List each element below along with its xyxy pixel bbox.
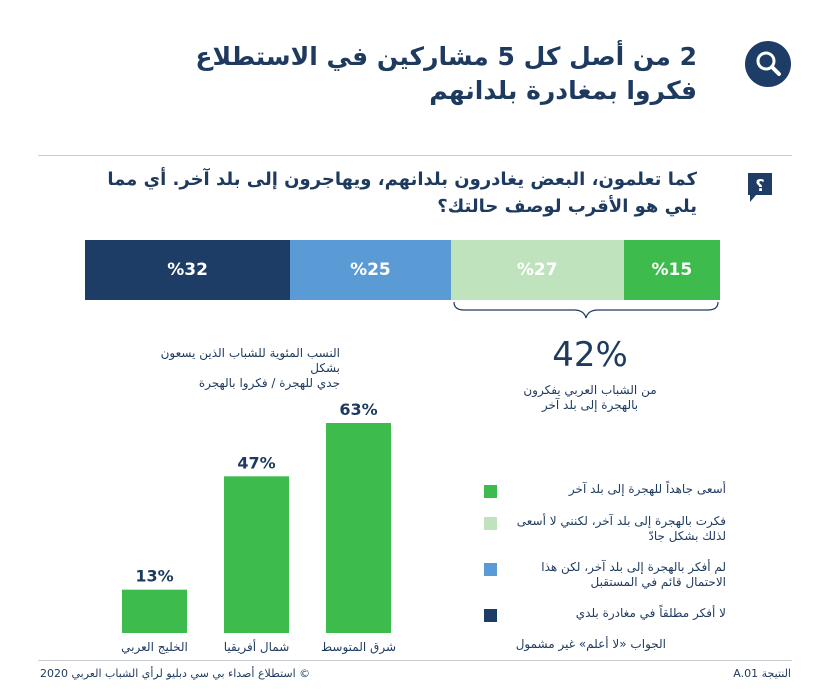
legend-label: أسعى جاهداً للهجرة إلى بلد آخر [568,482,726,496]
footer-result-id: النتيجة A.01 [733,667,791,680]
legend-swatch [484,563,497,576]
page-title-line1: 2 من أصل كل 5 مشاركين في الاستطلاع [195,42,697,71]
region-category-label-0: الخليج العربي [121,640,188,655]
stack-segment-25: %25 [290,240,451,300]
stack-segment-15: %15 [623,240,720,300]
legend-label: لم أفكر بالهجرة إلى بلد آخر، لكن هذا الا… [541,560,726,589]
stack-segment-27: %27 [450,240,624,300]
stacked-bar-chart: %32 %25 %27 %15 [85,240,720,300]
header-divider [38,155,792,156]
footer-source: © استطلاع أصداء بي سي دبليو لرأي الشباب … [40,667,311,680]
legend-swatch [484,609,497,622]
legend-item: لم أفكر بالهجرة إلى بلد آخر، لكن هذا الا… [470,556,726,590]
region-category-label-1: شمال أفريقيا [224,639,290,655]
bracket-note-line2: بالهجرة إلى بلد آخر [541,398,639,412]
legend-item: فكرت بالهجرة إلى بلد آخر، لكنني لا أسعى … [470,510,726,544]
page-title: 2 من أصل كل 5 مشاركين في الاستطلاع فكروا… [137,40,697,108]
region-bar-0 [122,589,187,633]
legend-label: فكرت بالهجرة إلى بلد آخر، لكنني لا أسعى … [516,514,726,543]
footer-divider [38,660,792,661]
region-bar-chart: 13% الخليج العربي 47% شمال أفريقيا 63% شرق ال… [121,400,396,655]
svg-text:؟: ؟ [755,176,764,195]
stack-segment-32: %32 [85,240,291,300]
region-chart-title: النسب المئوية للشباب الذين يسعون بشكل جد… [150,346,340,391]
search-icon [745,41,791,87]
region-bar-2 [326,423,391,633]
region-bar-value-1: 47% [237,453,275,472]
legend-item: لا أفكر مطلقاً في مغادرة بلدي [470,602,726,622]
bracket-total-value: 42% [552,335,628,375]
region-chart-title-line2: جدي للهجرة / فكروا بالهجرة [198,376,340,390]
bracket-note-line1: من الشباب العربي يفكرون [523,383,657,397]
survey-question-line2: يلي هو الأقرب لوصف حالتك؟ [437,196,697,217]
region-bar-value-2: 63% [339,400,377,419]
region-category-label-2: شرق المتوسط [321,640,396,655]
region-chart-title-line1: النسب المئوية للشباب الذين يسعون بشكل [160,346,340,375]
region-bar-1 [224,476,289,633]
legend-item: أسعى جاهداً للهجرة إلى بلد آخر [470,478,726,498]
bracket-note: من الشباب العربي يفكرون بالهجرة إلى بلد … [480,383,700,413]
region-bar-value-0: 13% [135,567,173,586]
legend: أسعى جاهداً للهجرة إلى بلد آخر فكرت بالهج… [470,478,726,634]
question-bubble-icon: ؟ [746,171,774,205]
bracket-42 [453,301,719,319]
legend-swatch [484,517,497,530]
legend-label: لا أفكر مطلقاً في مغادرة بلدي [575,606,726,620]
survey-question: كما تعلمون، البعض يغادرون بلدانهم، ويهاج… [57,166,697,220]
page-title-line2: فكروا بمغادرة بلدانهم [429,76,697,105]
legend-swatch [484,485,497,498]
answer-note: الجواب «لا أعلم» غير مشمول [515,637,666,651]
survey-question-line1: كما تعلمون، البعض يغادرون بلدانهم، ويهاج… [107,169,697,190]
